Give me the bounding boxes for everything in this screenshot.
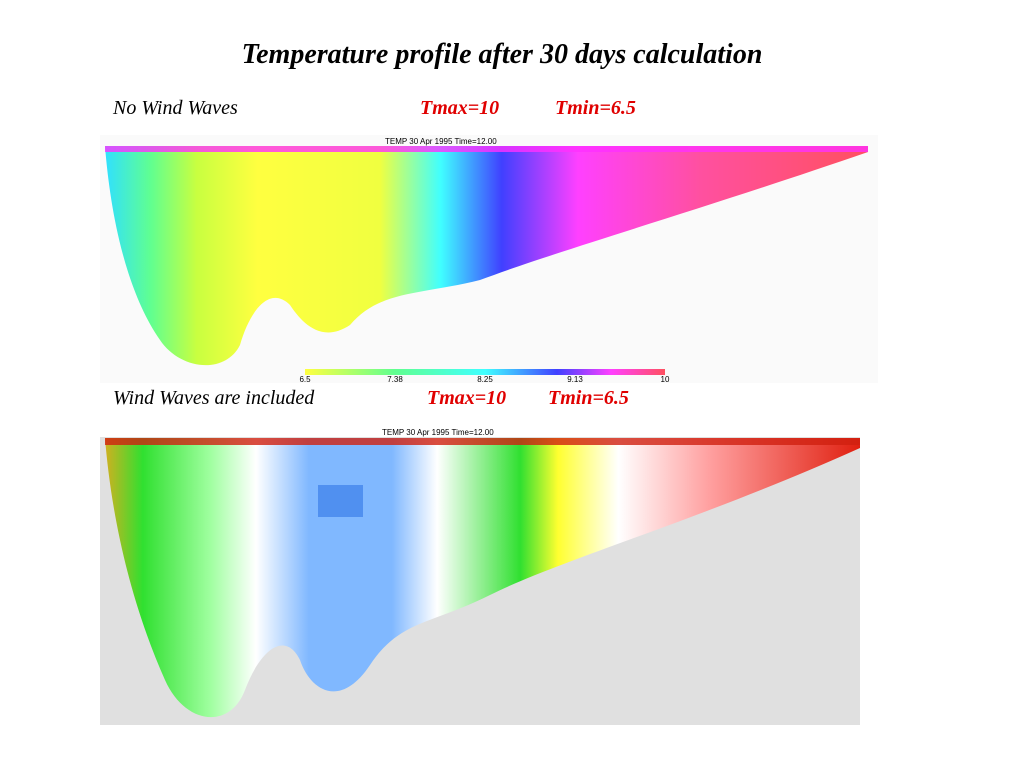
tmin: Tmin=6.5 — [548, 387, 629, 409]
panel-label: No Wind Waves — [112, 97, 238, 119]
surface-layer — [105, 146, 868, 152]
tmax: Tmax=10 — [427, 387, 506, 409]
colorbar-label: 6.5 — [299, 375, 311, 384]
colorbar — [305, 369, 665, 375]
colorbar-label: 8.25 — [477, 375, 493, 384]
cold-core — [318, 485, 363, 517]
title: Temperature profile after 30 days calcul… — [242, 39, 763, 70]
panel-label: Wind Waves are included — [113, 387, 315, 409]
temperature-field — [105, 146, 868, 366]
colorbar-label: 9.13 — [567, 375, 583, 384]
plot-header: TEMP 30 Apr 1995 Time=12.00 — [385, 137, 497, 146]
colorbar-label: 10 — [661, 375, 670, 384]
plot-header-bg — [100, 425, 870, 437]
surface-layer — [105, 438, 860, 445]
tmin: Tmin=6.5 — [555, 97, 636, 119]
colorbar-label: 7.38 — [387, 375, 403, 384]
temperature-field — [105, 438, 860, 718]
tmax: Tmax=10 — [420, 97, 499, 119]
plot-header: TEMP 30 Apr 1995 Time=12.00 — [382, 428, 494, 437]
